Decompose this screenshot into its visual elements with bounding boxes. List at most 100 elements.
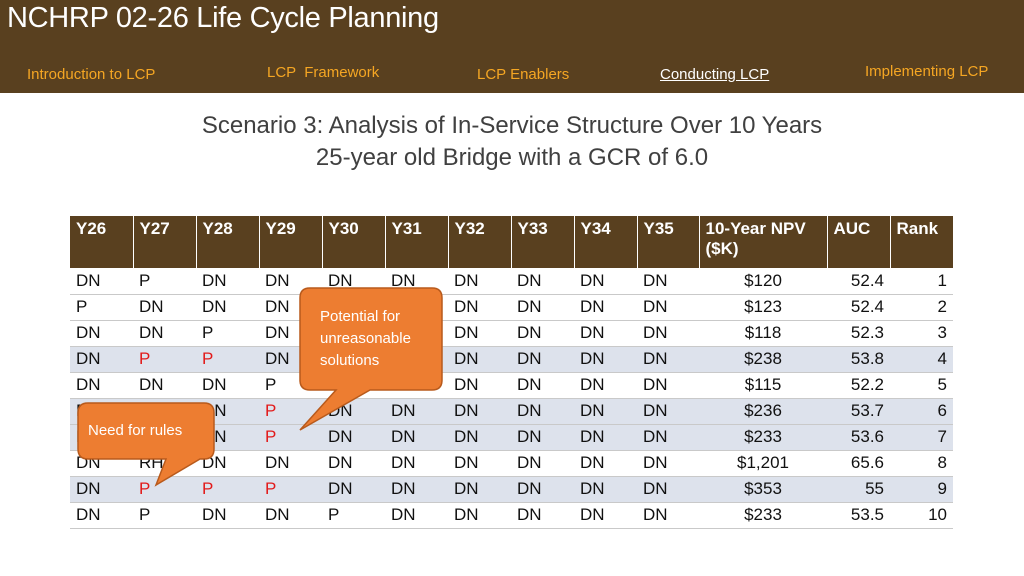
rank-cell: 1 xyxy=(890,268,953,295)
rank-cell: 4 xyxy=(890,346,953,373)
table-row: DN P DN DN P DN DN DN DN DN $233 53.5 10 xyxy=(70,502,953,529)
rank-cell: 3 xyxy=(890,320,953,347)
year-cell: DN xyxy=(133,320,196,347)
year-cell: DN xyxy=(70,320,133,347)
nav-lcp-framework[interactable]: LCP Framework xyxy=(267,64,380,81)
nav-introduction-to-lcp[interactable]: Introduction to LCP xyxy=(27,66,156,83)
column-header-npv: 10-Year NPV ($K) xyxy=(699,216,828,268)
year-cell: P xyxy=(133,502,196,529)
app-title: NCHRP 02-26 Life Cycle Planning xyxy=(7,2,439,34)
year-cell: DN xyxy=(637,294,699,321)
year-cell: DN xyxy=(574,476,637,503)
slide-title: Scenario 3: Analysis of In-Service Struc… xyxy=(0,110,1024,174)
nav-lcp-enablers[interactable]: LCP Enablers xyxy=(477,66,570,83)
year-cell: DN xyxy=(511,268,574,295)
year-cell: P xyxy=(133,346,196,373)
year-cell: DN xyxy=(511,502,574,529)
rank-cell: 6 xyxy=(890,398,953,425)
year-cell: DN xyxy=(448,398,511,425)
column-header: Y30 xyxy=(322,216,386,268)
year-cell: DN xyxy=(448,424,511,451)
rank-cell: 8 xyxy=(890,450,953,477)
year-cell: DN xyxy=(574,294,637,321)
year-cell: P xyxy=(322,502,385,529)
header-bar: NCHRP 02-26 Life Cycle Planning Introduc… xyxy=(0,0,1024,93)
column-header-auc: AUC xyxy=(827,216,891,268)
year-cell: DN xyxy=(385,450,448,477)
year-cell: DN xyxy=(511,346,574,373)
year-cell: DN xyxy=(637,268,699,295)
year-cell: DN xyxy=(322,424,385,451)
year-cell: DN xyxy=(637,346,699,373)
year-cell: P xyxy=(259,476,322,503)
year-cell: DN xyxy=(574,320,637,347)
table-row: DN P DN DN DN DN DN DN DN DN $120 52.4 1 xyxy=(70,268,953,295)
year-cell: P xyxy=(133,476,196,503)
year-cell: DN xyxy=(448,294,511,321)
nav-conducting-lcp[interactable]: Conducting LCP xyxy=(660,66,770,83)
auc-cell: 52.3 xyxy=(827,320,890,347)
year-cell: DN xyxy=(448,346,511,373)
npv-cell: $353 xyxy=(699,476,827,503)
rank-cell: 5 xyxy=(890,372,953,399)
year-cell: P xyxy=(70,294,133,321)
npv-cell: $115 xyxy=(699,372,827,399)
year-cell: DN xyxy=(637,424,699,451)
year-cell: DN xyxy=(196,268,259,295)
year-cell: DN xyxy=(574,502,637,529)
year-cell: DN xyxy=(637,502,699,529)
year-cell: DN xyxy=(70,372,133,399)
column-header-rank: Rank xyxy=(890,216,953,268)
column-header: Y34 xyxy=(574,216,638,268)
auc-cell: 65.6 xyxy=(827,450,890,477)
year-cell: DN xyxy=(70,346,133,373)
rank-cell: 9 xyxy=(890,476,953,503)
year-cell: DN xyxy=(574,398,637,425)
callout-potential-line1: Potential for xyxy=(320,308,401,325)
year-cell: DN xyxy=(637,450,699,477)
scenario-table: Y26 Y27 Y28 Y29 Y30 Y31 Y32 Y33 Y34 Y35 … xyxy=(70,216,953,529)
year-cell: DN xyxy=(322,450,385,477)
rank-cell: 7 xyxy=(890,424,953,451)
year-cell: DN xyxy=(511,424,574,451)
year-cell: DN xyxy=(574,424,637,451)
year-cell: DN xyxy=(385,476,448,503)
slide-title-line1: Scenario 3: Analysis of In-Service Struc… xyxy=(201,112,823,139)
year-cell: DN xyxy=(574,346,637,373)
npv-cell: $123 xyxy=(699,294,827,321)
rank-cell: 2 xyxy=(890,294,953,321)
year-cell: DN xyxy=(70,502,133,529)
callout-potential-line2: unreasonable xyxy=(320,330,411,347)
year-cell: DN xyxy=(259,268,322,295)
year-cell: DN xyxy=(448,450,511,477)
callout-rules-shape xyxy=(77,402,215,487)
year-cell: DN xyxy=(448,372,511,399)
npv-cell: $118 xyxy=(699,320,827,347)
slide-title-line2: 25-year old Bridge with a GCR of 6.0 xyxy=(315,144,709,171)
npv-cell: $236 xyxy=(699,398,827,425)
auc-cell: 53.7 xyxy=(827,398,890,425)
column-header: Y32 xyxy=(448,216,512,268)
npv-cell: $233 xyxy=(699,424,827,451)
callout-rules: Need for rules xyxy=(88,422,183,439)
npv-cell: $238 xyxy=(699,346,827,373)
nav-implementing-lcp[interactable]: Implementing LCP xyxy=(865,63,989,80)
year-cell: DN xyxy=(259,450,322,477)
auc-cell: 52.2 xyxy=(827,372,890,399)
year-cell: DN xyxy=(511,450,574,477)
year-cell: DN xyxy=(322,476,385,503)
year-cell: DN xyxy=(637,398,699,425)
year-cell: P xyxy=(196,320,259,347)
year-cell: DN xyxy=(385,398,448,425)
column-header: Y27 xyxy=(133,216,197,268)
auc-cell: 53.6 xyxy=(827,424,890,451)
npv-cell: $1,201 xyxy=(699,450,827,477)
year-cell: DN xyxy=(511,476,574,503)
column-header: Y35 xyxy=(637,216,700,268)
year-cell: DN xyxy=(574,450,637,477)
year-cell: DN xyxy=(637,320,699,347)
